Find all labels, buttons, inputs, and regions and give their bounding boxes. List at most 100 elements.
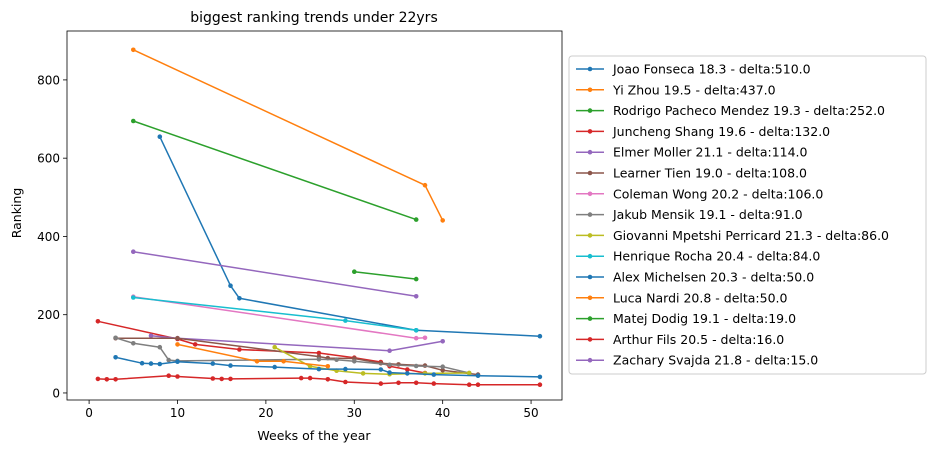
x-tick-label: 50 (523, 406, 538, 420)
x-axis-ticks: 0 10 20 30 40 50 (85, 400, 539, 420)
data-point (192, 342, 198, 347)
legend-marker (587, 170, 593, 176)
data-point (166, 357, 171, 363)
series-line (115, 337, 479, 376)
series-line (133, 296, 417, 332)
data-point (440, 339, 446, 344)
legend-label: Joao Fonseca 18.3 - delta:510.0 (612, 62, 811, 77)
legend-item: Elmer Moller 21.1 - delta:114.0 (576, 145, 808, 160)
data-point (148, 361, 154, 366)
series-line (97, 374, 540, 386)
series-10 (131, 295, 419, 333)
data-point (431, 372, 437, 377)
data-point (157, 361, 163, 367)
legend-marker (587, 337, 593, 342)
data-point (405, 367, 410, 372)
data-point (475, 373, 481, 379)
data-point (237, 347, 242, 352)
data-point (131, 341, 136, 346)
data-point (281, 359, 286, 364)
data-point (466, 370, 472, 376)
data-point (405, 371, 410, 376)
legend-label: Zachary Svajda 21.8 - delta:15.0 (613, 353, 818, 368)
y-tick-label: 800 (37, 73, 60, 87)
series-1 (157, 134, 543, 339)
x-tick-label: 10 (170, 406, 185, 420)
data-point (166, 373, 171, 379)
y-axis-ticks: 0 200 400 600 800 (37, 73, 67, 400)
series-line (133, 120, 417, 221)
data-point (466, 382, 472, 388)
series-line (97, 320, 426, 374)
data-point (272, 344, 278, 350)
data-point (440, 368, 446, 373)
series-line (133, 250, 417, 298)
x-tick-label: 40 (435, 406, 450, 420)
data-point (131, 118, 136, 124)
data-point (440, 218, 446, 223)
legend: Joao Fonseca 18.3 - delta:510.0 Yi Zhou 1… (568, 55, 927, 375)
data-point (131, 295, 136, 300)
data-point (139, 360, 145, 366)
legend-item: Joao Fonseca 18.3 - delta:510.0 (576, 62, 811, 77)
legend-item: Learner Tien 19.0 - delta:108.0 (576, 166, 807, 181)
legend-label: Luca Nardi 20.8 - delta:50.0 (613, 290, 788, 305)
data-point (413, 335, 419, 341)
series-line (177, 343, 328, 368)
legend-box (568, 55, 927, 375)
data-point (157, 344, 163, 350)
data-point (210, 376, 216, 381)
data-point (95, 319, 101, 324)
legend-marker (587, 129, 593, 134)
data-point (175, 342, 180, 347)
legend-marker (587, 87, 593, 93)
data-point (175, 374, 180, 379)
legend-marker (587, 233, 593, 238)
data-point (413, 217, 419, 222)
data-point (537, 382, 543, 388)
series-line (354, 270, 417, 280)
y-tick-label: 0 (52, 386, 60, 400)
x-tick-label: 20 (258, 406, 273, 420)
data-point (228, 363, 233, 368)
data-point (113, 355, 118, 360)
legend-label: Alex Michelsen 20.3 - delta:50.0 (613, 270, 814, 285)
data-point (396, 380, 401, 386)
data-point (254, 359, 260, 364)
legend-marker (587, 212, 593, 217)
series-7 (131, 294, 428, 341)
series-14 (95, 373, 543, 388)
data-point (272, 364, 278, 370)
series-line (150, 335, 443, 352)
legend-item: Matej Dodig 19.1 - delta:19.0 (576, 311, 796, 326)
data-point (343, 318, 348, 323)
data-point (228, 283, 233, 289)
chart-title: biggest ranking trends under 22yrs (190, 10, 437, 26)
legend-item: Yi Zhou 19.5 - delta:437.0 (576, 82, 776, 97)
legend-item: Arthur Fils 20.5 - delta:16.0 (576, 332, 784, 347)
legend-marker (587, 149, 593, 155)
legend-item: Jakub Mensik 19.1 - delta:91.0 (576, 207, 803, 222)
plot-area (66, 30, 563, 401)
data-point (537, 333, 543, 339)
data-point (175, 335, 180, 341)
x-tick-label: 0 (85, 406, 93, 420)
data-point (431, 381, 437, 386)
legend-label: Rodrigo Pacheco Mendez 19.3 - delta:252.… (613, 103, 885, 118)
data-point (298, 375, 304, 381)
series-13 (352, 269, 419, 282)
data-point (387, 348, 392, 354)
legend-item: Giovanni Mpetshi Perricard 21.3 - delta:… (576, 228, 889, 243)
legend-label: Learner Tien 19.0 - delta:108.0 (613, 166, 807, 181)
data-point (343, 379, 348, 385)
data-point (387, 370, 392, 375)
legend-item: Henrique Rocha 20.4 - delta:84.0 (576, 249, 820, 264)
data-point (422, 335, 428, 341)
legend-label: Matej Dodig 19.1 - delta:19.0 (613, 311, 796, 326)
series-line (132, 49, 444, 221)
y-tick-label: 200 (37, 308, 60, 322)
data-point (413, 363, 419, 369)
legend-item: Zachary Svajda 21.8 - delta:15.0 (576, 353, 818, 368)
legend-marker (587, 108, 593, 113)
legend-label: Giovanni Mpetshi Perricard 21.3 - delta:… (613, 228, 889, 243)
